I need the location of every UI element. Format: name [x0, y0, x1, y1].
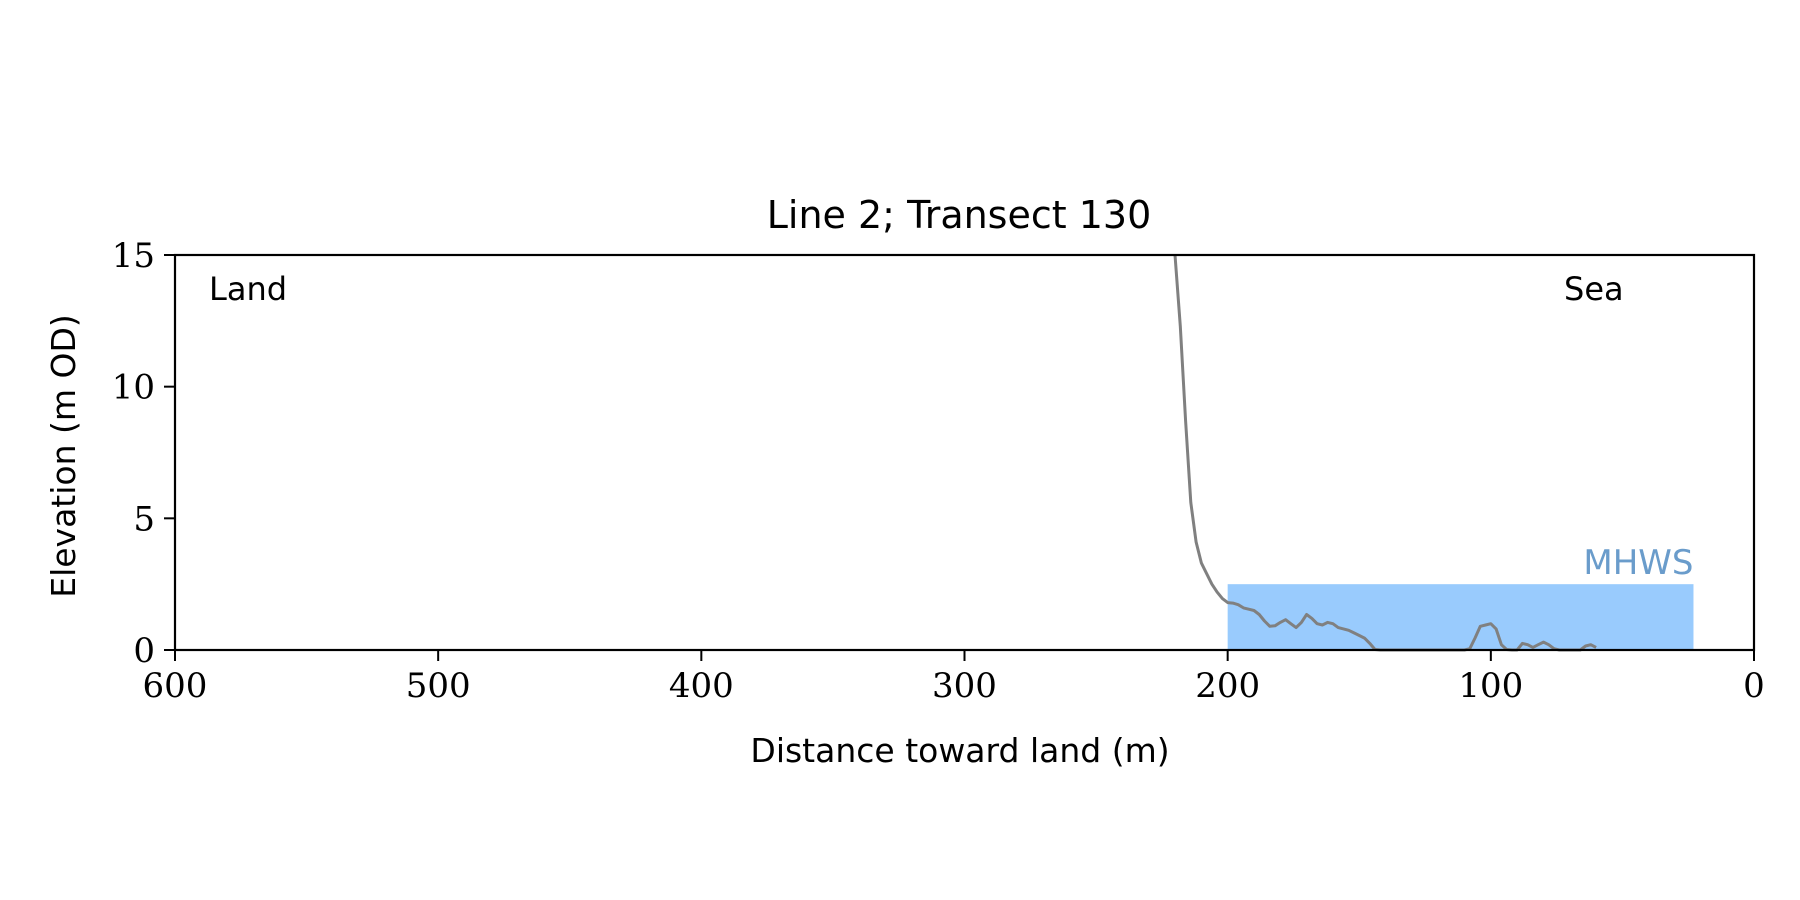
mhws-band [1227, 584, 1694, 650]
x-tick-label: 100 [1458, 666, 1523, 706]
x-tick-label: 200 [1195, 666, 1260, 706]
x-tick-label: 300 [932, 666, 997, 706]
land-annotation: Land [209, 270, 287, 308]
y-axis-label: Elevation (m OD) [44, 314, 83, 598]
x-axis-label: Distance toward land (m) [750, 731, 1169, 770]
y-tick-label: 15 [112, 236, 155, 276]
chart-title: Line 2; Transect 130 [767, 193, 1152, 237]
sea-annotation: Sea [1564, 270, 1624, 308]
mhws-label: MHWS [1583, 543, 1693, 583]
y-tick-label: 0 [133, 631, 155, 671]
x-tick-label: 600 [143, 666, 208, 706]
plot-area: MHWS [1173, 254, 1694, 652]
y-tick-label: 5 [133, 499, 155, 539]
x-tick-label: 500 [406, 666, 471, 706]
x-tick-label: 0 [1743, 666, 1765, 706]
y-tick-label: 10 [112, 368, 155, 408]
x-tick-label: 400 [669, 666, 734, 706]
axes: 600 500 400 300 200 100 0 0 5 10 15 [112, 236, 1765, 706]
